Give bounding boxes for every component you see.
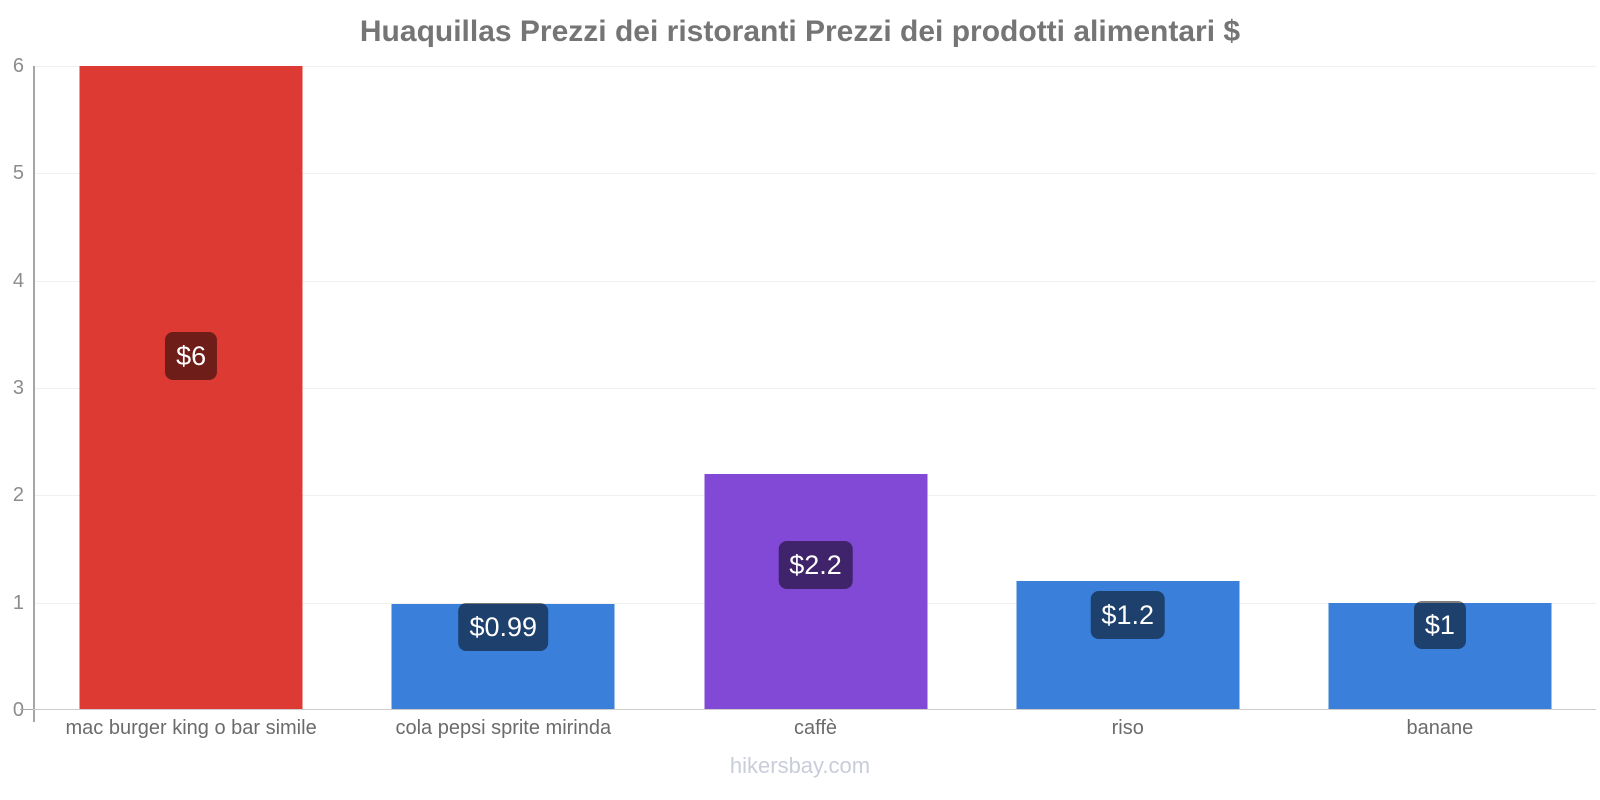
y-axis-label-1: 1: [12, 591, 24, 614]
data-label-4: $1: [1413, 600, 1466, 649]
x-axis-label-0: mac burger king o bar simile: [65, 717, 317, 739]
y-axis-label-4: 4: [12, 269, 24, 292]
bar-column-0: $6: [35, 66, 347, 710]
y-axis-label-5: 5: [12, 162, 24, 185]
bar-caffè[interactable]: [704, 473, 927, 710]
x-axis-label-3: riso: [1111, 717, 1144, 739]
gridline-6: [35, 66, 1596, 67]
x-axis-labels-container: mac burger king o bar simile cola pepsi s…: [35, 716, 1596, 740]
data-label-1: $0.99: [458, 602, 549, 651]
gridline-5: [35, 173, 1596, 175]
y-axis-label-3: 3: [12, 377, 24, 399]
bar-column-1: $0.99: [347, 66, 659, 710]
bar-column-3: $1.2: [972, 66, 1284, 710]
gridline-3: [35, 388, 1596, 389]
plot-area: 0 1 2 3 4 5 6 $6 $0.99 $2.2 $1.2 $1: [13, 55, 1596, 722]
x-axis-baseline: [33, 709, 1596, 710]
y-axis-label-0: 0: [12, 699, 24, 721]
x-axis-label-1: cola pepsi sprite mirinda: [395, 717, 612, 739]
x-axis-label-4: banane: [1406, 717, 1474, 739]
bar-mac-burger-king-o-bar-simile[interactable]: [79, 66, 303, 710]
y-axis-label-6: 6: [12, 55, 24, 77]
bar-column-2: $2.2: [659, 66, 971, 710]
chart-title: Huaquillas Prezzi dei ristoranti Prezzi …: [359, 15, 1241, 48]
data-label-2: $2.2: [778, 540, 853, 589]
x-axis-label-2: caffè: [794, 717, 837, 739]
bars-container: $6 $0.99 $2.2 $1.2 $1: [35, 66, 1596, 710]
y-axis-label-2: 2: [12, 484, 24, 507]
watermark: hikersbay.com: [729, 753, 871, 778]
gridline-4: [35, 280, 1596, 282]
data-label-3: $1.2: [1090, 591, 1165, 640]
data-label-0: $6: [165, 332, 218, 380]
bar-column-4: $1: [1284, 66, 1596, 710]
y-axis-line: [33, 66, 35, 722]
y-axis-zero-tick: [20, 709, 33, 710]
